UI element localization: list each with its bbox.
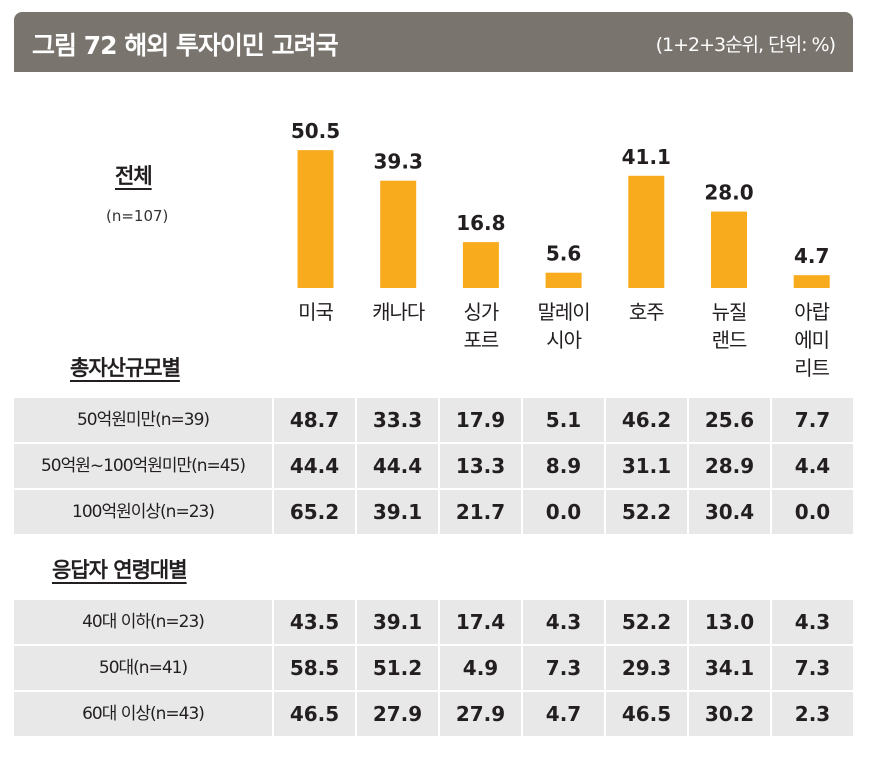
table-cell: 46.5	[606, 692, 687, 736]
table-cell: 17.4	[440, 600, 521, 644]
table-cell: 48.7	[274, 398, 355, 442]
bar-chart: 50.5 39.3 16.8 5.6 41.1 28.0 4.7	[291, 119, 830, 288]
bar	[545, 272, 582, 288]
table-cell: 0.0	[772, 490, 853, 534]
table-cell: 29.3	[606, 646, 687, 690]
table-cell: 7.3	[772, 646, 853, 690]
table-cell: 34.1	[689, 646, 770, 690]
table-cell: 46.2	[606, 398, 687, 442]
table-cell: 46.5	[274, 692, 355, 736]
table-cell: 2.3	[772, 692, 853, 736]
table-row: 50대(n=41) 58.5 51.2 4.9 7.3 29.3 34.1 7.3	[14, 646, 855, 690]
category-label: 아랍 에미 리트	[794, 300, 830, 380]
data-label: 39.3	[374, 150, 423, 174]
data-label: 50.5	[291, 119, 340, 143]
table-cell: 44.4	[274, 444, 355, 488]
table-cell: 52.2	[606, 600, 687, 644]
table-cell: 0.0	[523, 490, 604, 534]
overall-label: 전체	[115, 164, 153, 188]
row-label: 100억원이상(n=23)	[14, 490, 272, 534]
table-cell: 44.4	[357, 444, 438, 488]
table-cell: 17.9	[440, 398, 521, 442]
data-label: 28.0	[704, 181, 753, 205]
row-label: 50억원~100억원미만(n=45)	[14, 444, 272, 488]
table-cell: 51.2	[357, 646, 438, 690]
table-cell: 8.9	[523, 444, 604, 488]
row-label: 50대(n=41)	[14, 646, 272, 690]
unit-note: (1+2+3순위, 단위: %)	[655, 34, 836, 56]
data-label: 41.1	[622, 145, 671, 169]
table-cell: 7.7	[772, 398, 853, 442]
bar	[462, 242, 499, 288]
table-cell: 31.1	[606, 444, 687, 488]
table-title-age: 응답자 연령대별	[52, 558, 188, 582]
table-row: 40대 이하(n=23) 43.5 39.1 17.4 4.3 52.2 13.0 4.3	[14, 600, 855, 644]
table-row: 50억원미만(n=39) 48.7 33.3 17.9 5.1 46.2 25.6 7.7	[14, 398, 855, 442]
table-cell: 39.1	[357, 490, 438, 534]
table-cell: 27.9	[357, 692, 438, 736]
table-cell: 4.3	[523, 600, 604, 644]
table-row: 60대 이상(n=43) 46.5 27.9 27.9 4.7 46.5 30.2 2.3	[14, 692, 855, 736]
category-label: 말레이 시아	[537, 300, 590, 352]
table-cell: 27.9	[440, 692, 521, 736]
bar	[628, 175, 665, 288]
table-row: 50억원~100억원미만(n=45) 44.4 44.4 13.3 8.9 31.1 28.…	[14, 444, 855, 488]
table-cell: 7.3	[523, 646, 604, 690]
table-cell: 58.5	[274, 646, 355, 690]
table-cell: 30.4	[689, 490, 770, 534]
bar	[380, 180, 417, 288]
category-label: 호주	[628, 300, 665, 324]
row-label: 50억원미만(n=39)	[14, 398, 272, 442]
data-label: 16.8	[456, 211, 505, 235]
table-cell: 21.7	[440, 490, 521, 534]
row-label: 60대 이상(n=43)	[14, 692, 272, 736]
row-label: 40대 이하(n=23)	[14, 600, 272, 644]
table-cell: 43.5	[274, 600, 355, 644]
table-cell: 65.2	[274, 490, 355, 534]
table-cell: 4.9	[440, 646, 521, 690]
table-row: 100억원이상(n=23) 65.2 39.1 21.7 0.0 52.2 30.4 0.0	[14, 490, 855, 534]
data-label: 5.6	[546, 242, 581, 266]
overall-n: (n=107)	[106, 207, 169, 225]
table-cell: 4.4	[772, 444, 853, 488]
table-cell: 28.9	[689, 444, 770, 488]
table-cell: 52.2	[606, 490, 687, 534]
table-cell: 4.7	[523, 692, 604, 736]
table-cell: 13.0	[689, 600, 770, 644]
table-cell: 4.3	[772, 600, 853, 644]
table-cell: 30.2	[689, 692, 770, 736]
bar	[711, 211, 747, 288]
category-label: 싱가 포르	[463, 300, 499, 352]
bar	[297, 150, 334, 288]
category-label: 뉴질 랜드	[711, 300, 748, 352]
table-cell: 25.6	[689, 398, 770, 442]
table-cell: 13.3	[440, 444, 521, 488]
category-label: 캐나다	[372, 300, 425, 324]
category-label: 미국	[298, 300, 334, 324]
table-title-assets: 총자산규모별	[70, 356, 181, 380]
data-label: 4.7	[794, 244, 829, 268]
figure-header: 그림 72 해외 투자이민 고려국 (1+2+3순위, 단위: %)	[14, 12, 853, 72]
table-cell: 39.1	[357, 600, 438, 644]
table-cell: 5.1	[523, 398, 604, 442]
figure-title: 그림 72 해외 투자이민 고려국	[32, 31, 339, 60]
bar	[793, 275, 830, 288]
table-cell: 33.3	[357, 398, 438, 442]
